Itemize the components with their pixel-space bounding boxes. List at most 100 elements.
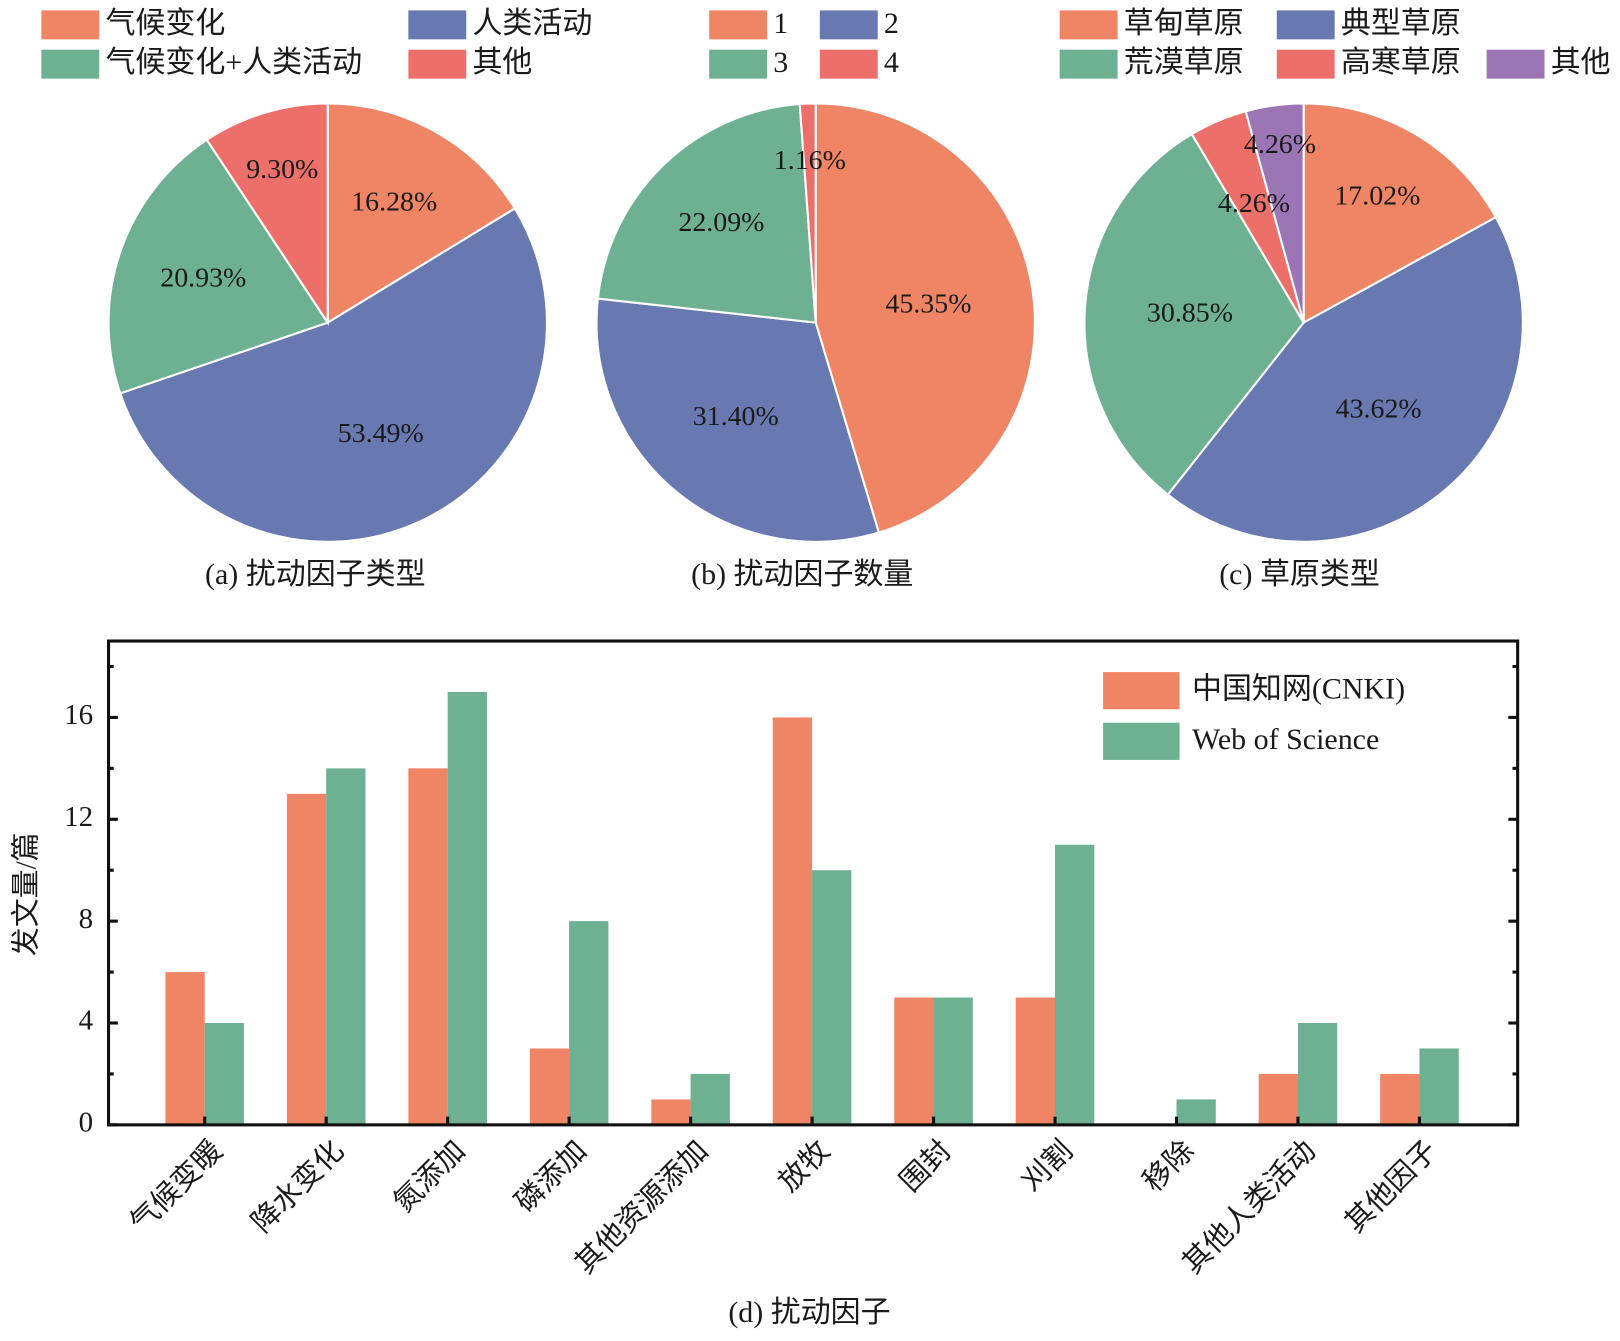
bar-cnki [529,1048,570,1125]
slice-percent-label: 31.40% [693,401,779,432]
pie-slice [1166,215,1524,543]
legend-swatch [1486,49,1545,79]
x-tick-label: 放牧 [773,1135,837,1199]
legend-swatch [709,49,768,79]
legend-swatch [709,10,768,40]
y-tick-label: 12 [64,801,93,833]
legend-swatch [1059,10,1118,40]
legend-label: 气候变化 [105,7,225,40]
slice-percent-label: 9.30% [246,154,318,185]
slice-percent-label: 17.02% [1334,181,1420,212]
y-tick-label: 16 [64,699,93,731]
pie-charts: 16.28% 53.49% 20.93% 9.30% 气候变化 人类活动气候变化+人类活动… [41,7,1611,591]
legend-label: 草甸草原 [1124,7,1244,40]
bar-wos [812,870,852,1125]
slice-percent-label: 30.85% [1147,297,1233,328]
slice-percent-label: 4.26% [1218,188,1290,219]
legend-label: 人类活动 [472,7,592,40]
legend-swatch [408,10,467,40]
bar-wos [1055,844,1095,1125]
y-tick-label: 8 [79,903,93,935]
pie-chart-b: 45.35% 31.40% 22.09% 1.16% 1 2 3 4 (b) 扰动因子数量 [595,7,1036,591]
slice-percent-label: 53.49% [338,418,424,449]
bar-wos [1419,1048,1459,1125]
bar-wos [1297,1023,1338,1125]
bar-wos [690,1073,730,1125]
pie-slice [205,102,329,327]
pie-slice [107,138,330,395]
slice-percent-label: 43.62% [1336,394,1422,425]
pie-slice [118,207,548,543]
legend-swatch [819,49,878,79]
pie-slice [596,102,817,324]
x-tick-label: 围封 [894,1135,958,1199]
pie-caption: (c) 草原类型 [1219,558,1380,591]
pie-slice [814,102,1036,534]
y-tick-label: 0 [79,1107,93,1139]
bar-cnki [894,997,934,1125]
x-tick-label: 磷添加 [509,1135,593,1219]
bar-cnki [165,972,205,1125]
legend-swatch [41,49,100,79]
legend-label: Web of Science [1192,723,1379,756]
x-tick-label: 降水变化 [246,1135,350,1239]
legend-label: 2 [884,7,899,40]
legend-swatch [819,10,878,40]
bar-cnki [286,793,327,1125]
slice-percent-label: 22.09% [678,207,764,238]
slice-percent-label: 45.35% [885,288,971,319]
x-axis-label: (d) 扰动因子 [728,1296,890,1329]
legend-swatch [1103,722,1180,760]
legend-swatch [1059,49,1118,79]
legend-label: 其他 [1551,46,1611,79]
pie-slice [798,102,817,323]
x-tick-label: 氮添加 [388,1135,472,1219]
bar-cnki [651,1099,691,1125]
legend-swatch [1276,49,1335,79]
legend-label: 中国知网(CNKI) [1192,673,1405,706]
legend-label: 1 [773,7,788,40]
pie-slice [326,102,517,325]
pie-caption: (a) 扰动因子类型 [205,558,426,591]
pie-slice [595,297,881,543]
bar-wos [933,997,973,1125]
x-tick-label: 气候变暖 [124,1135,229,1240]
bar-cnki [1258,1073,1298,1125]
bar-wos [326,768,366,1125]
slice-percent-label: 1.16% [774,145,846,176]
legend-label: 荒漠草原 [1124,46,1244,79]
pie-chart-a: 16.28% 53.49% 20.93% 9.30% 气候变化 人类活动气候变化+人类活动… [41,7,592,591]
legend-swatch [1103,672,1180,710]
legend-label: 气候变化+人类活动 [105,46,362,79]
bar-wos [1176,1099,1216,1125]
y-axis-label: 发文量/篇 [11,832,43,956]
pie-slice [1083,132,1305,497]
bar-wos [447,691,487,1125]
slice-percent-label: 16.28% [351,187,437,218]
bar-wos [204,1023,244,1125]
x-tick-label: 其他因子 [1339,1135,1443,1239]
pie-caption: (b) 扰动因子数量 [691,558,913,591]
bar-cnki [1380,1073,1420,1125]
pie-slice [1244,102,1305,323]
legend-label: 3 [773,46,788,79]
slice-percent-label: 20.93% [160,263,246,294]
legend-swatch [408,49,467,79]
legend-label: 其他 [472,46,532,79]
legend-swatch [41,10,100,40]
pie-legend: 1 2 3 4 [709,7,899,79]
bar-cnki [772,717,813,1125]
pie-slice [1302,102,1498,325]
pie-chart-c: 17.02% 43.62% 30.85% 4.26% 4.26% 草甸草原 典型草原荒漠草原… [1059,7,1611,591]
slice-percent-label: 4.26% [1244,129,1316,160]
x-tick-label: 移除 [1137,1135,1201,1199]
bar-cnki [1015,997,1056,1125]
legend-label: 4 [884,46,899,79]
y-tick-label: 4 [79,1005,94,1037]
legend-label: 典型草原 [1341,7,1461,40]
legend-swatch [1276,10,1335,40]
bar-cnki [408,768,448,1125]
